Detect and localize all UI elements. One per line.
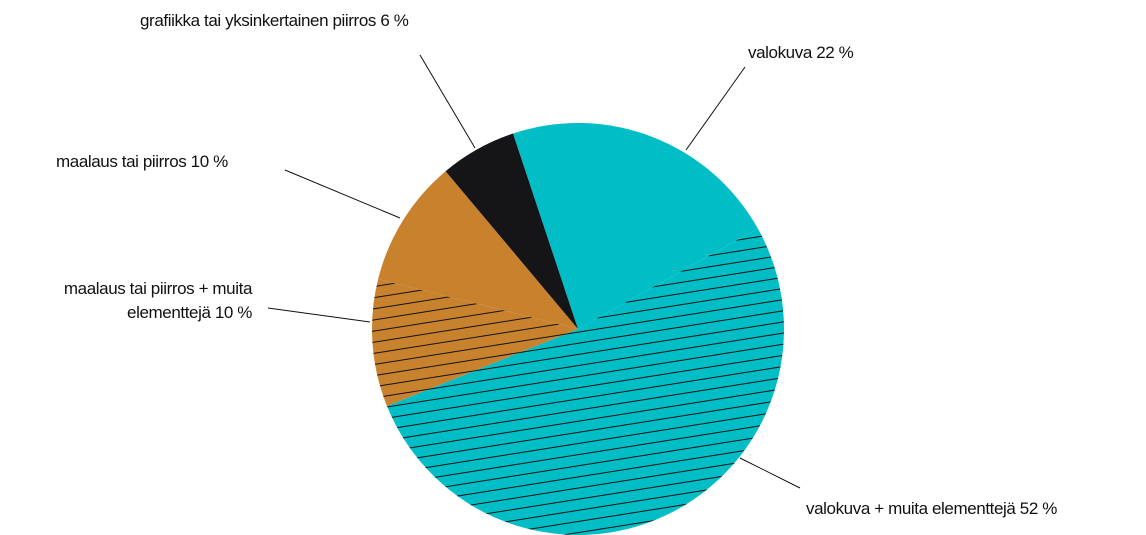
leader-line: [739, 457, 801, 489]
leader-line: [419, 54, 476, 149]
category-label: grafiikka tai yksinkertainen piirros: [140, 11, 376, 30]
value-label: 6 %: [380, 11, 409, 30]
leader-line: [685, 66, 746, 151]
leader-line: [284, 169, 401, 219]
pie-slice: [445, 133, 578, 329]
slice-label: valokuva 22 %: [748, 41, 854, 65]
value-label: 22 %: [816, 43, 854, 62]
pie-slice: [512, 123, 758, 329]
slice-label: maalaus tai piirros + muita elementtejä …: [20, 277, 252, 325]
slice-label: maalaus tai piirros 10 %: [56, 150, 228, 174]
category-label: maalaus tai piirros + muita elementtejä: [63, 279, 252, 322]
value-label: 10 %: [190, 152, 229, 171]
leader-line: [267, 307, 371, 323]
slice-hatch: [387, 228, 785, 535]
slice-label: grafiikka tai yksinkertainen piirros 6 %: [140, 9, 409, 33]
slice-label: valokuva + muita elementtejä 52 %: [806, 497, 1057, 521]
value-label: 10 %: [214, 303, 253, 322]
category-label: valokuva: [748, 43, 812, 62]
pie-slice: [378, 171, 578, 329]
category-label: valokuva + muita elementtejä: [806, 499, 1016, 518]
value-label: 52 %: [1019, 499, 1058, 518]
category-label: maalaus tai piirros: [56, 152, 187, 171]
slice-hatch: [372, 279, 578, 407]
